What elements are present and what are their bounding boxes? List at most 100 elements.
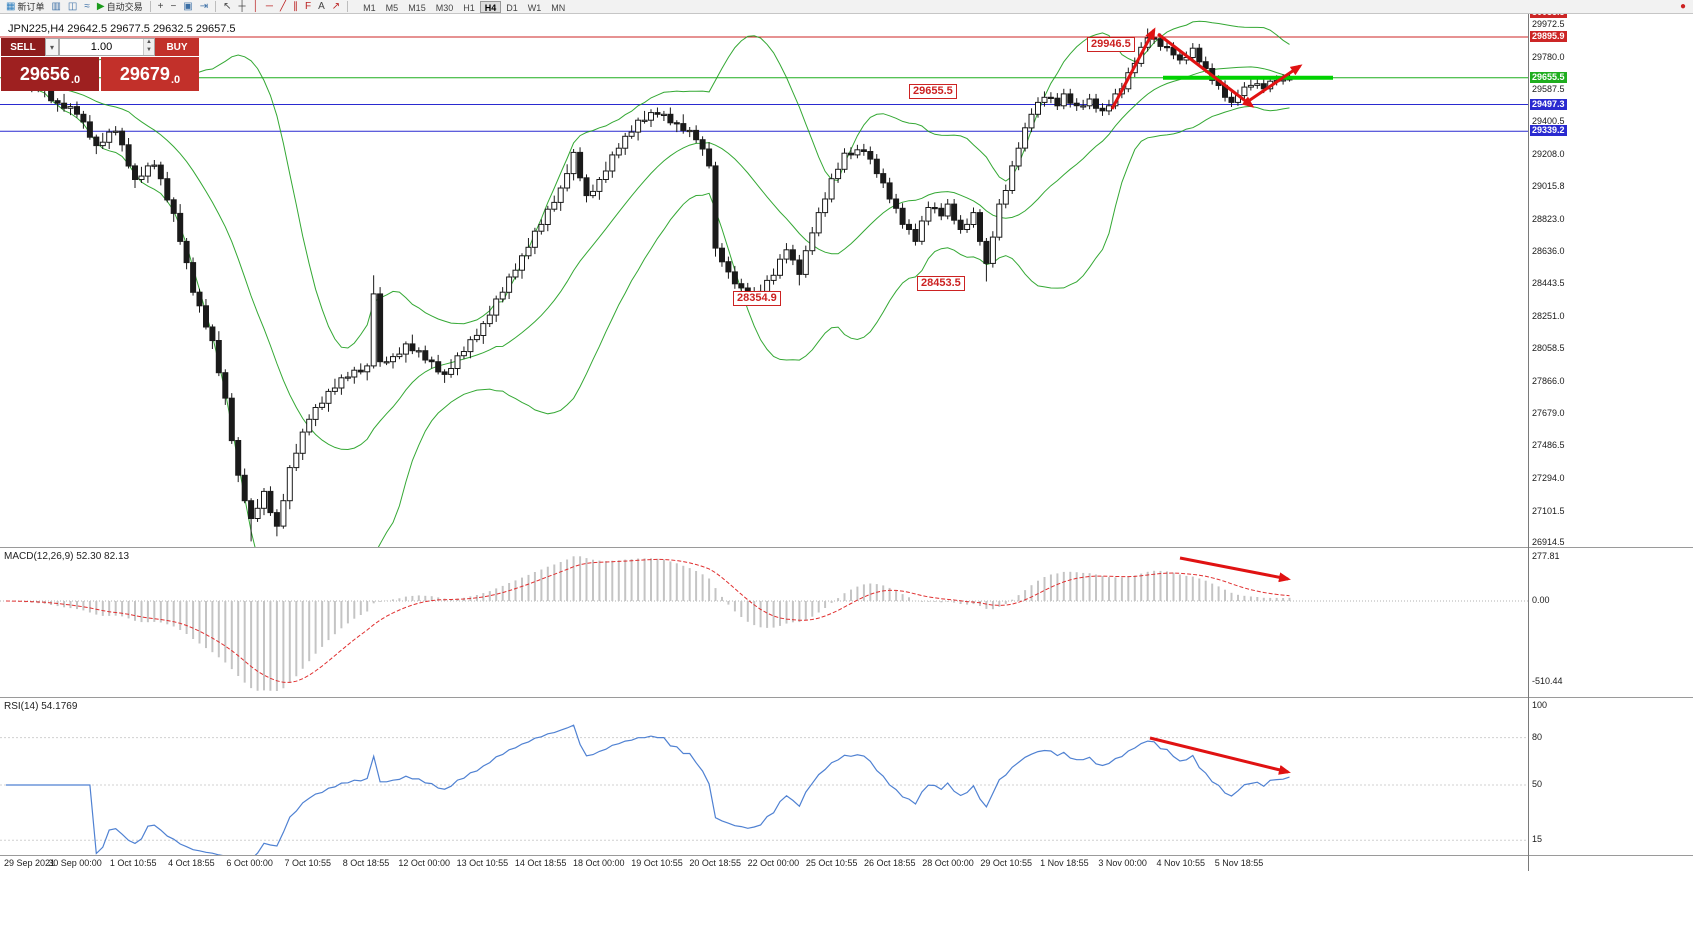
line-chart-icon: ≈ bbox=[84, 0, 90, 12]
macd-signal-line bbox=[5, 558, 1290, 683]
chevron-down-icon: ▾ bbox=[49, 42, 54, 52]
autotrading-button[interactable]: ▶ 自动交易 bbox=[94, 1, 146, 13]
macd-label: MACD(12,26,9) 52.30 82.13 bbox=[4, 551, 130, 562]
timeframe-d1[interactable]: D1 bbox=[506, 2, 518, 13]
time-axis-label: 30 Sep 00:00 bbox=[48, 858, 102, 868]
time-axis-label: 18 Oct 00:00 bbox=[573, 858, 625, 868]
auto-scroll-button[interactable]: ⇥ bbox=[197, 1, 211, 13]
rsi-canvas[interactable] bbox=[0, 698, 1528, 855]
new-order-icon: ▦ bbox=[6, 0, 16, 12]
vertical-line-button[interactable]: │ bbox=[250, 1, 262, 13]
timeframe-h4[interactable]: H4 bbox=[479, 0, 502, 13]
timeframe-m1[interactable]: M1 bbox=[363, 2, 376, 13]
bar-chart-button[interactable]: ▥ bbox=[48, 1, 63, 13]
new-order-button[interactable]: ▦ 新订单 bbox=[3, 1, 47, 13]
time-axis-label: 22 Oct 00:00 bbox=[747, 858, 800, 868]
toolbar: ▦ 新订单 ▥ ◫ ≈ ▶ 自动交易 + − ▣ ⇥ ↖ ┼ │ ─ ╱ ∥ F A ↗ M1 M5 M15 M30 H1 H4 D… bbox=[0, 0, 1693, 14]
trendline-button[interactable]: ╱ bbox=[277, 1, 289, 13]
trend-arrow bbox=[1110, 27, 1156, 110]
candle-chart-button[interactable]: ◫ bbox=[65, 1, 80, 13]
arrow-objects-icon: ↗ bbox=[331, 0, 341, 12]
horizontal-price-lines bbox=[0, 36, 1528, 132]
auto-scroll-icon: ⇥ bbox=[199, 0, 209, 12]
text-icon: A bbox=[318, 0, 325, 12]
candle-chart-icon: ◫ bbox=[67, 0, 78, 12]
timeframe-m15[interactable]: M15 bbox=[408, 2, 426, 13]
chart-ohlc-header: JPN225,H4 29642.5 29677.5 29632.5 29657.… bbox=[8, 23, 236, 35]
timeframe-m5[interactable]: M5 bbox=[385, 2, 399, 13]
timeframe-h1[interactable]: H1 bbox=[463, 2, 475, 13]
line-chart-button[interactable]: ≈ bbox=[81, 1, 93, 13]
time-axis-label: 8 Oct 18:55 bbox=[342, 858, 390, 868]
autotrading-icon: ▶ bbox=[96, 0, 105, 12]
time-axis-label: 25 Oct 10:55 bbox=[805, 858, 858, 868]
price-chart-panel: JPN225,H4 29642.5 29677.5 29632.5 29657.… bbox=[0, 14, 1693, 547]
new-order-button-label: 新订单 bbox=[17, 2, 45, 12]
time-axis-label: 5 Nov 18:55 bbox=[1214, 858, 1264, 868]
tile-windows-icon: ▣ bbox=[183, 0, 193, 12]
time-axis-label: 6 Oct 00:00 bbox=[226, 858, 273, 868]
volume-decrease-button[interactable]: ▼ bbox=[144, 47, 154, 55]
bid-price[interactable]: 29656 .0 bbox=[1, 57, 99, 91]
crosshair-button[interactable]: ┼ bbox=[236, 1, 249, 13]
ask-price[interactable]: 29679 .0 bbox=[101, 57, 199, 91]
candles-group bbox=[3, 28, 1293, 542]
trend-arrow bbox=[1246, 64, 1303, 104]
bid-price-decimal: .0 bbox=[70, 74, 81, 86]
time-axis: 29 Sep 2021 30 Sep 00:00 1 Oct 10:55 4 Oct … bbox=[0, 855, 1693, 871]
zoom-in-button[interactable]: + bbox=[155, 1, 167, 13]
text-button[interactable]: A bbox=[315, 1, 328, 13]
price-callout: 29655.5 bbox=[909, 84, 957, 99]
cursor-icon: ↖ bbox=[223, 0, 232, 12]
price-callout: 28354.9 bbox=[733, 291, 781, 306]
time-axis-label: 29 Oct 10:55 bbox=[980, 858, 1032, 868]
rsi-label: RSI(14) 54.1769 bbox=[4, 701, 78, 712]
channel-button[interactable]: ∥ bbox=[290, 1, 301, 13]
time-axis-label: 20 Oct 18:55 bbox=[689, 858, 741, 868]
timeframe-mn[interactable]: MN bbox=[551, 2, 566, 13]
zoom-out-button[interactable]: − bbox=[167, 1, 179, 13]
fibonacci-button[interactable]: F bbox=[302, 1, 314, 13]
rsi-panel: RSI(14) 54.1769 bbox=[0, 697, 1693, 855]
toolbar-separator bbox=[149, 1, 151, 12]
volume-increase-button[interactable]: ▲ bbox=[144, 39, 154, 47]
price-chart-canvas[interactable] bbox=[0, 14, 1528, 547]
timeframe-m30[interactable]: M30 bbox=[435, 2, 454, 13]
time-axis-label: 14 Oct 18:55 bbox=[514, 858, 567, 868]
alert-icon[interactable]: ● bbox=[1679, 1, 1686, 12]
time-axis-label: 1 Nov 18:55 bbox=[1040, 858, 1089, 868]
macd-trend-arrow bbox=[1179, 556, 1291, 583]
volume-preset-dropdown[interactable]: ▾ bbox=[45, 38, 59, 56]
time-axis-label: 28 Oct 00:00 bbox=[922, 858, 974, 868]
timeframe-w1[interactable]: W1 bbox=[527, 2, 542, 13]
price-callout: 29946.5 bbox=[1087, 37, 1135, 52]
one-click-trading-panel: SELL ▾ ▲ ▼ BUY 29656 .0 29679 bbox=[1, 38, 199, 91]
macd-histogram bbox=[11, 556, 1291, 691]
trendline-icon: ╱ bbox=[279, 0, 286, 12]
time-axis-label: 7 Oct 10:55 bbox=[284, 858, 332, 868]
cursor-button[interactable]: ↖ bbox=[220, 1, 234, 13]
autotrading-button-label: 自动交易 bbox=[106, 2, 143, 12]
time-axis-label: 19 Oct 10:55 bbox=[631, 858, 683, 868]
arrow-objects-button[interactable]: ↗ bbox=[329, 1, 343, 13]
horizontal-line-button[interactable]: ─ bbox=[263, 1, 276, 13]
crosshair-icon: ┼ bbox=[238, 0, 246, 12]
zoom-in-icon: + bbox=[157, 0, 164, 12]
trend-arrow bbox=[1157, 32, 1255, 108]
rsi-trend-arrow bbox=[1149, 736, 1291, 775]
macd-canvas[interactable] bbox=[0, 548, 1528, 697]
volume-input[interactable] bbox=[60, 39, 143, 55]
price-callout: 28453.5 bbox=[917, 276, 965, 291]
time-axis-label: 4 Nov 10:55 bbox=[1156, 858, 1206, 868]
buy-button[interactable]: BUY bbox=[155, 38, 199, 56]
tile-windows-button[interactable]: ▣ bbox=[180, 1, 195, 13]
rsi-line bbox=[6, 724, 1290, 855]
fibonacci-icon: F bbox=[304, 0, 312, 12]
macd-panel: MACD(12,26,9) 52.30 82.13 bbox=[0, 547, 1693, 697]
time-axis-label: 26 Oct 18:55 bbox=[864, 858, 916, 868]
zoom-out-icon: − bbox=[170, 0, 177, 12]
ask-price-main: 29679 bbox=[119, 63, 170, 84]
sell-button[interactable]: SELL bbox=[1, 38, 45, 56]
time-axis-label: 13 Oct 10:55 bbox=[456, 858, 509, 868]
